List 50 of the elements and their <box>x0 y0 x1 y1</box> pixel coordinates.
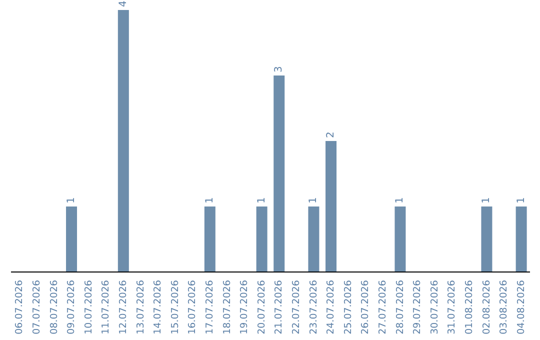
x-tick-label: 06.07.2026 <box>14 280 26 334</box>
x-tick-label: 10.07.2026 <box>83 280 94 334</box>
x-tick-label: 18.07.2026 <box>222 280 233 334</box>
x-tick-label: 20.07.2026 <box>256 280 268 334</box>
bar <box>118 10 129 272</box>
x-tick-label: 04.08.2026 <box>516 280 527 334</box>
x-tick-label: 08.07.2026 <box>48 280 60 334</box>
x-tick-label: 03.08.2026 <box>498 280 510 334</box>
data-label: 1 <box>66 197 78 204</box>
bar <box>516 206 527 272</box>
bar <box>481 206 492 272</box>
x-tick-label: 01.08.2026 <box>464 280 475 334</box>
x-tick-label: 07.07.2026 <box>31 280 42 334</box>
x-tick-label: 31.07.2026 <box>446 280 458 334</box>
x-tick-label: 24.07.2026 <box>326 280 337 334</box>
x-tick-label: 11.07.2026 <box>100 280 112 334</box>
data-label: 4 <box>118 0 129 7</box>
bar <box>274 76 285 272</box>
x-tick-label: 29.07.2026 <box>412 280 424 334</box>
data-label: 1 <box>256 197 268 204</box>
x-tick-label: 22.07.2026 <box>290 280 302 334</box>
x-tick-label: 23.07.2026 <box>308 280 320 334</box>
data-label: 1 <box>516 197 527 204</box>
data-label: 1 <box>204 197 216 204</box>
x-tick-label: 30.07.2026 <box>429 280 440 334</box>
x-tick-label: 26.07.2026 <box>360 280 372 334</box>
x-tick-label: 17.07.2026 <box>204 280 216 334</box>
x-tick-label: 28.07.2026 <box>394 280 406 334</box>
bar <box>66 206 78 272</box>
bar <box>394 206 406 272</box>
x-tick-label: 12.07.2026 <box>118 280 129 334</box>
x-tick-label: 02.08.2026 <box>481 280 492 334</box>
x-tick-label: 25.07.2026 <box>342 280 354 334</box>
bar <box>256 206 268 272</box>
data-label: 1 <box>481 197 492 204</box>
x-tick-label: 16.07.2026 <box>187 280 198 334</box>
bar <box>308 206 320 272</box>
x-tick-label: 21.07.2026 <box>274 280 285 334</box>
x-tick-label: 19.07.2026 <box>239 280 250 334</box>
bar <box>326 141 337 272</box>
data-label: 2 <box>326 132 337 138</box>
x-tick-label: 14.07.2026 <box>152 280 164 334</box>
bar <box>204 206 216 272</box>
data-label: 1 <box>308 197 320 204</box>
x-tick-label: 15.07.2026 <box>170 280 181 334</box>
data-label: 3 <box>274 66 285 72</box>
data-label: 1 <box>394 197 406 204</box>
x-tick-label: 27.07.2026 <box>377 280 388 334</box>
x-tick-label: 09.07.2026 <box>66 280 78 334</box>
x-tick-label: 13.07.2026 <box>135 280 146 334</box>
